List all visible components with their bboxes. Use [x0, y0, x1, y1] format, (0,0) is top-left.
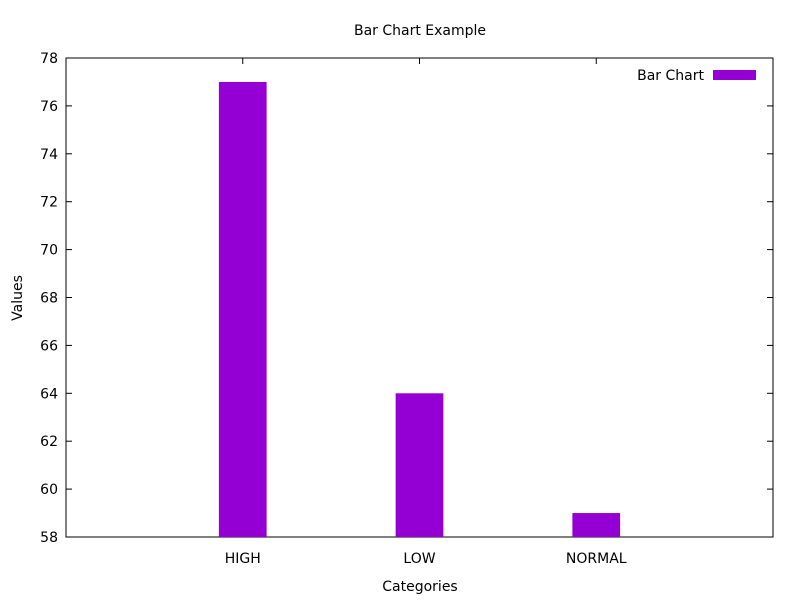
- y-tick-label: 68: [40, 291, 58, 307]
- bar-normal: [572, 513, 621, 537]
- y-tick-label: 72: [40, 195, 58, 211]
- y-axis: 58 60 62 64 66 68 70 72 74 76 78: [40, 51, 773, 546]
- y-axis-label: Values: [10, 275, 26, 321]
- bar-high: [218, 81, 267, 537]
- x-tick-label: LOW: [403, 551, 435, 567]
- legend: Bar Chart: [637, 68, 756, 84]
- y-tick-label: 76: [40, 99, 58, 115]
- y-tick-label: 66: [40, 338, 58, 354]
- x-axis: HIGH LOW NORMAL: [225, 58, 627, 567]
- y-tick-label: 70: [40, 243, 58, 259]
- legend-swatch: [713, 70, 756, 80]
- x-axis-label: Categories: [382, 579, 457, 595]
- y-tick-label: 78: [40, 51, 58, 67]
- chart-title: Bar Chart Example: [354, 23, 486, 39]
- bar-series: [218, 81, 621, 537]
- y-tick-label: 74: [40, 147, 58, 163]
- y-tick-label: 62: [40, 434, 58, 450]
- bar-low: [395, 393, 444, 537]
- x-tick-label: NORMAL: [566, 551, 627, 567]
- x-tick-label: HIGH: [225, 551, 261, 567]
- y-tick-label: 60: [40, 482, 58, 498]
- y-tick-label: 58: [40, 530, 58, 546]
- y-tick-label: 64: [40, 386, 58, 402]
- legend-label: Bar Chart: [637, 68, 704, 84]
